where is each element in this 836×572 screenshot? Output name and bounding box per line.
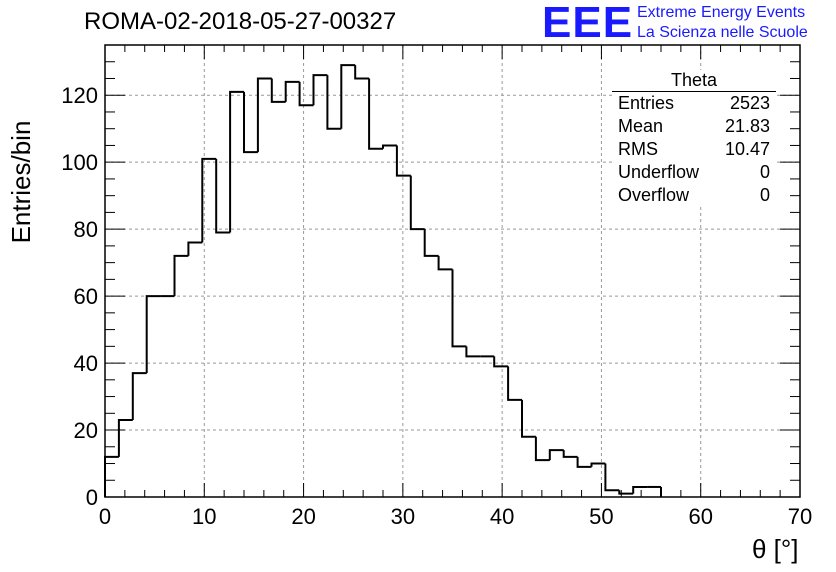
x-tick-label: 70	[788, 504, 812, 529]
stats-label: Entries	[618, 93, 675, 113]
plot-frame	[104, 44, 801, 498]
logo-line-1: Extreme Energy Events	[637, 4, 806, 21]
eee-logo: EEE	[542, 0, 634, 47]
histogram-bin	[493, 356, 509, 368]
x-tick-label: 60	[688, 504, 712, 529]
y-tick-label: 80	[74, 217, 98, 242]
histogram-bin	[145, 295, 161, 374]
y-tick-label: 60	[74, 284, 98, 309]
stats-row-rms: RMS 10.47	[612, 138, 776, 161]
stats-label: Overflow	[618, 185, 690, 205]
histogram-bin	[521, 399, 536, 438]
stats-value: 21.83	[724, 116, 770, 136]
stats-label: RMS	[618, 139, 658, 159]
y-axis-label: Entries/bin	[6, 120, 36, 244]
histogram-bin	[618, 490, 634, 495]
chart-title: ROMA-02-2018-05-27-00327	[84, 8, 397, 35]
y-tick-label: 20	[74, 418, 98, 443]
stats-label: Underflow	[618, 162, 700, 182]
histogram-bin	[395, 145, 411, 177]
histogram-bin	[604, 463, 620, 492]
stats-value: 0	[759, 162, 770, 182]
histogram-bin	[270, 78, 286, 103]
histogram-bin	[243, 91, 258, 154]
histogram-bin	[451, 269, 467, 348]
histogram-bin	[548, 449, 564, 461]
x-tick-label: 30	[391, 504, 415, 529]
histogram-bin	[382, 144, 397, 149]
histogram-bin	[131, 372, 147, 420]
histogram-bin	[298, 81, 314, 107]
histogram-bin	[187, 241, 203, 256]
histogram-bin	[104, 455, 119, 497]
histogram-bin	[229, 90, 244, 233]
x-tick-label: 10	[192, 504, 216, 529]
histogram-bin	[117, 418, 133, 457]
stats-title: Theta	[612, 70, 776, 92]
histogram-bin	[465, 346, 481, 358]
y-tick-label: 40	[74, 351, 98, 376]
histogram-bin	[423, 229, 439, 257]
x-tick-label: 20	[291, 504, 315, 529]
stats-row-mean: Mean 21.83	[612, 115, 776, 138]
histogram-bin	[534, 436, 550, 462]
histogram-bin	[576, 456, 592, 468]
histogram-bin	[312, 74, 328, 106]
histogram-bin	[632, 485, 648, 494]
histogram-bin	[562, 450, 578, 458]
histogram-bin	[437, 255, 453, 271]
histogram-bin	[354, 65, 370, 80]
stats-value: 2523	[729, 93, 770, 113]
histogram-bin	[368, 78, 383, 150]
stats-row-entries: Entries 2523	[612, 92, 776, 115]
x-tick-label: 50	[589, 504, 613, 529]
y-tick-label: 100	[61, 150, 98, 175]
y-tick-label: 0	[86, 485, 98, 510]
stats-value: 10.47	[724, 139, 770, 159]
stats-value: 0	[759, 185, 770, 205]
stats-row-overflow: Overflow 0	[612, 184, 776, 207]
histogram-bin	[326, 75, 342, 130]
histogram-bin	[284, 80, 300, 102]
stats-box: Theta Entries 2523 Mean 21.83 RMS 10.47 …	[612, 70, 776, 207]
histogram-bin	[173, 254, 189, 297]
logo-line-2: La Scienza nelle Scuole	[637, 24, 808, 41]
histogram-bin	[507, 366, 522, 401]
stats-label: Mean	[618, 116, 664, 136]
histogram-bin	[215, 158, 231, 234]
y-tick-label: 120	[61, 83, 98, 108]
stats-row-underflow: Underflow 0	[612, 161, 776, 184]
histogram-bin	[340, 64, 356, 129]
x-axis-label: θ [°]	[752, 534, 799, 564]
histogram-bin	[256, 77, 272, 153]
x-tick-label: 40	[490, 504, 514, 529]
histogram-bin	[590, 462, 606, 467]
histogram-bin	[201, 157, 217, 243]
histogram-bin	[409, 175, 425, 231]
x-tick-label: 0	[99, 504, 111, 529]
